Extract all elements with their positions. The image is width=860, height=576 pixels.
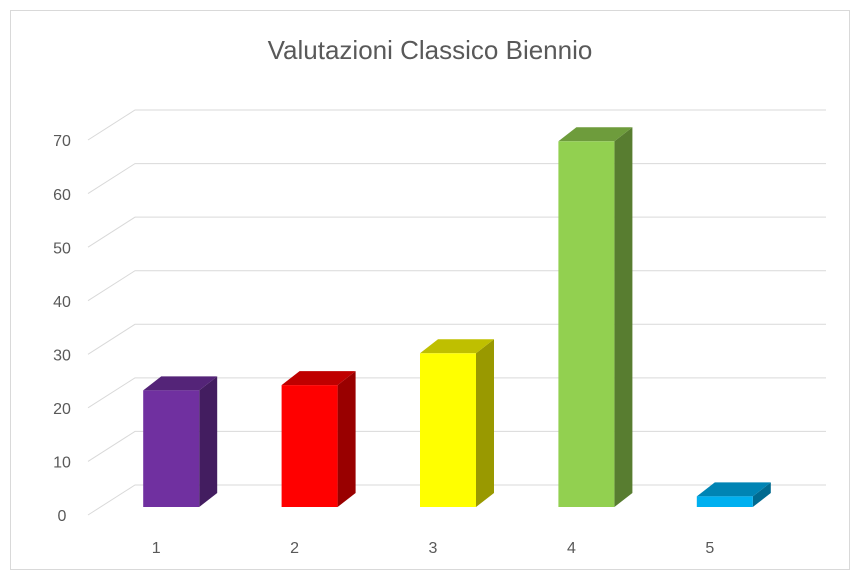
x-tick-label: 2 — [290, 540, 299, 557]
x-tick-label: 5 — [705, 540, 714, 557]
grid-line — [87, 109, 826, 141]
bar-top — [281, 371, 356, 386]
bar-side — [337, 371, 356, 507]
y-tick-label: 20 — [53, 401, 71, 418]
bar-top — [696, 482, 771, 497]
y-tick-label: 0 — [58, 508, 67, 525]
x-tick-label: 3 — [429, 540, 438, 557]
bar — [281, 385, 338, 507]
bar-top — [420, 339, 494, 354]
bar — [558, 141, 615, 508]
bar-top — [558, 127, 633, 142]
bar-side — [614, 127, 633, 508]
y-tick-label: 60 — [53, 187, 71, 204]
bar-side — [199, 376, 218, 507]
y-tick-label: 50 — [53, 240, 71, 257]
y-tick-label: 30 — [53, 348, 71, 365]
bar — [420, 353, 476, 507]
bar-side — [476, 339, 494, 507]
chart-title: Valutazioni Classico Biennio — [268, 35, 593, 65]
bar — [696, 496, 753, 507]
y-tick-label: 40 — [53, 294, 71, 311]
y-tick-label: 10 — [53, 455, 71, 472]
bar-side — [752, 482, 771, 507]
bar-top — [143, 376, 218, 391]
x-tick-label: 4 — [567, 540, 576, 557]
bar — [143, 390, 200, 507]
y-tick-label: 70 — [53, 133, 71, 150]
x-tick-label: 1 — [152, 540, 161, 557]
